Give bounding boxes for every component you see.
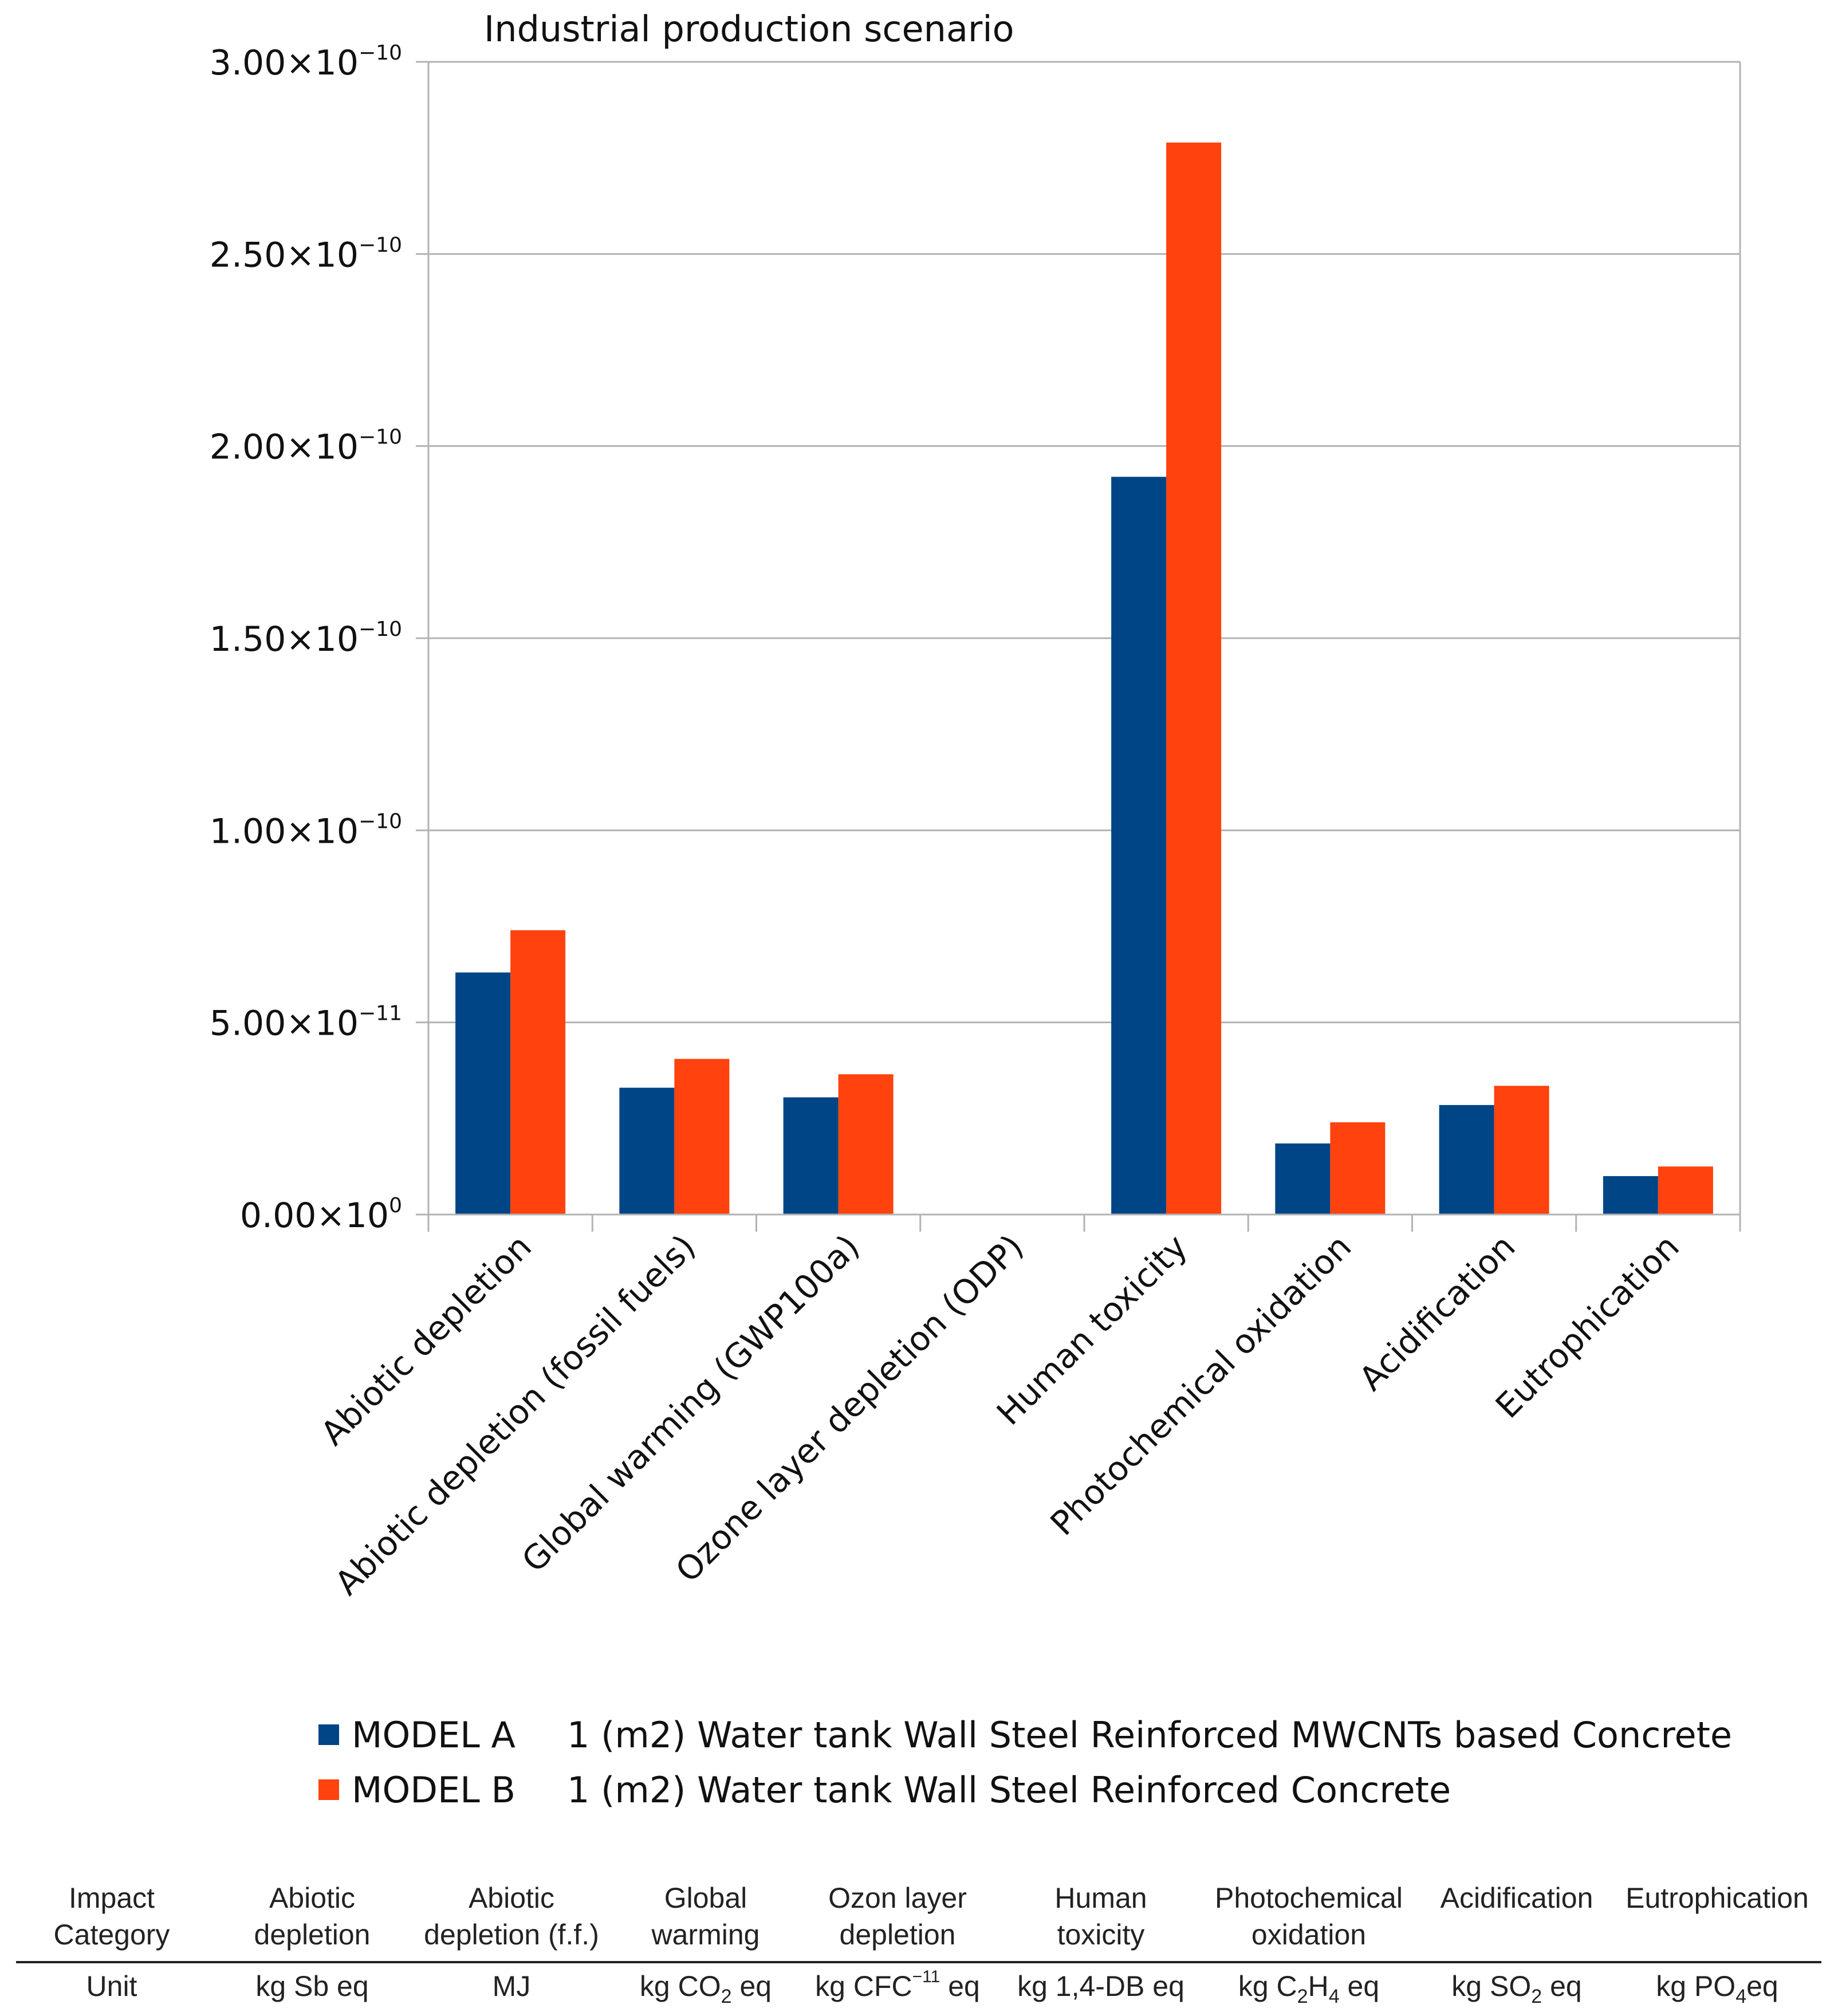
- table-header: depletion: [254, 1919, 371, 1951]
- table-unit: Unit: [86, 1970, 137, 2002]
- legend-series-name: MODEL A: [352, 1714, 515, 1756]
- legend-series-name: MODEL B: [352, 1769, 515, 1811]
- bar-model-a: [1111, 477, 1167, 1215]
- table-header: Impact: [69, 1882, 155, 1914]
- legend-series-description: 1 (m2) Water tank Wall Steel Reinforced …: [567, 1769, 1451, 1811]
- x-tick-label: Photochemical oxidation: [1043, 1227, 1359, 1543]
- table-header: Abiotic: [269, 1882, 355, 1914]
- bars: [455, 142, 1713, 1215]
- table-unit: kg SO2 eq: [1451, 1970, 1581, 2007]
- x-tick-label: Global warming (GWP100a): [514, 1227, 867, 1580]
- table-header: Category: [54, 1919, 170, 1951]
- y-tick-label: 3.00×10−10: [210, 41, 402, 83]
- table-header: Human: [1054, 1882, 1147, 1914]
- table-header: warming: [651, 1919, 760, 1951]
- legend-series-description: 1 (m2) Water tank Wall Steel Reinforced …: [567, 1714, 1732, 1756]
- table-unit: kg 1,4-DB eq: [1017, 1970, 1184, 2002]
- table-header: Photochemical: [1215, 1882, 1403, 1914]
- bar-model-b: [1166, 142, 1222, 1215]
- table-unit: kg Sb eq: [255, 1970, 368, 2002]
- table-header: Acidification: [1441, 1882, 1593, 1914]
- bar-model-a: [455, 972, 511, 1215]
- x-tick-label: Abiotic depletion (fossil fuels): [328, 1227, 703, 1603]
- y-tick-label: 2.00×10−10: [210, 426, 402, 467]
- legend-swatch: [318, 1779, 339, 1800]
- units-table: Impact Category Abiotic depletion Abiotic dep…: [16, 1882, 1821, 2007]
- bar-model-b: [1494, 1086, 1549, 1215]
- legend: MODEL A 1 (m2) Water tank Wall Steel Rein…: [318, 1714, 1732, 1811]
- chart-title: Industrial production scenario: [484, 8, 1014, 50]
- table-unit: kg CO2 eq: [640, 1970, 772, 2007]
- table-header: Abiotic: [469, 1882, 554, 1914]
- bar-model-b: [1658, 1166, 1713, 1215]
- x-tick-label: Acidification: [1352, 1227, 1523, 1398]
- table-unit: kg CFC−11 eq: [815, 1967, 980, 2002]
- table-header: toxicity: [1057, 1919, 1145, 1951]
- axes: [416, 61, 1741, 1232]
- bar-model-b: [674, 1059, 730, 1215]
- table-header: Ozon layer: [828, 1882, 967, 1914]
- bar-model-a: [619, 1087, 675, 1215]
- bar-model-b: [1330, 1122, 1386, 1215]
- y-tick-label: 1.00×10−10: [210, 809, 402, 851]
- bar-model-a: [1439, 1105, 1494, 1215]
- bar-model-a: [1603, 1176, 1658, 1215]
- table-unit: kg PO4eq: [1656, 1970, 1778, 2007]
- y-tick-labels: 0.00×100 5.00×10−11 1.00×10−10 1.50×10−10 2.…: [210, 41, 402, 1236]
- table-header: depletion (f.f.): [424, 1919, 599, 1951]
- table-unit: kg C2H4 eq: [1238, 1970, 1379, 2007]
- table-header: Global: [664, 1882, 747, 1914]
- y-tick-label: 5.00×10−11: [210, 1002, 402, 1044]
- x-tick-label: Ozone layer depletion (ODP): [668, 1227, 1030, 1590]
- bar-model-b: [510, 930, 566, 1215]
- table-header: oxidation: [1251, 1919, 1366, 1951]
- bar-model-a: [783, 1097, 839, 1215]
- legend-swatch: [318, 1724, 339, 1745]
- y-tick-label: 2.50×10−10: [210, 233, 402, 275]
- table-header: Eutrophication: [1626, 1882, 1809, 1914]
- bar-model-b: [838, 1074, 894, 1215]
- grid-lines: [428, 61, 1740, 1024]
- table-header: depletion: [840, 1919, 956, 1951]
- y-tick-label: 0.00×100: [240, 1194, 402, 1236]
- bar-model-a: [1275, 1143, 1331, 1215]
- y-tick-label: 1.50×10−10: [210, 618, 402, 659]
- table-unit: MJ: [493, 1970, 531, 2002]
